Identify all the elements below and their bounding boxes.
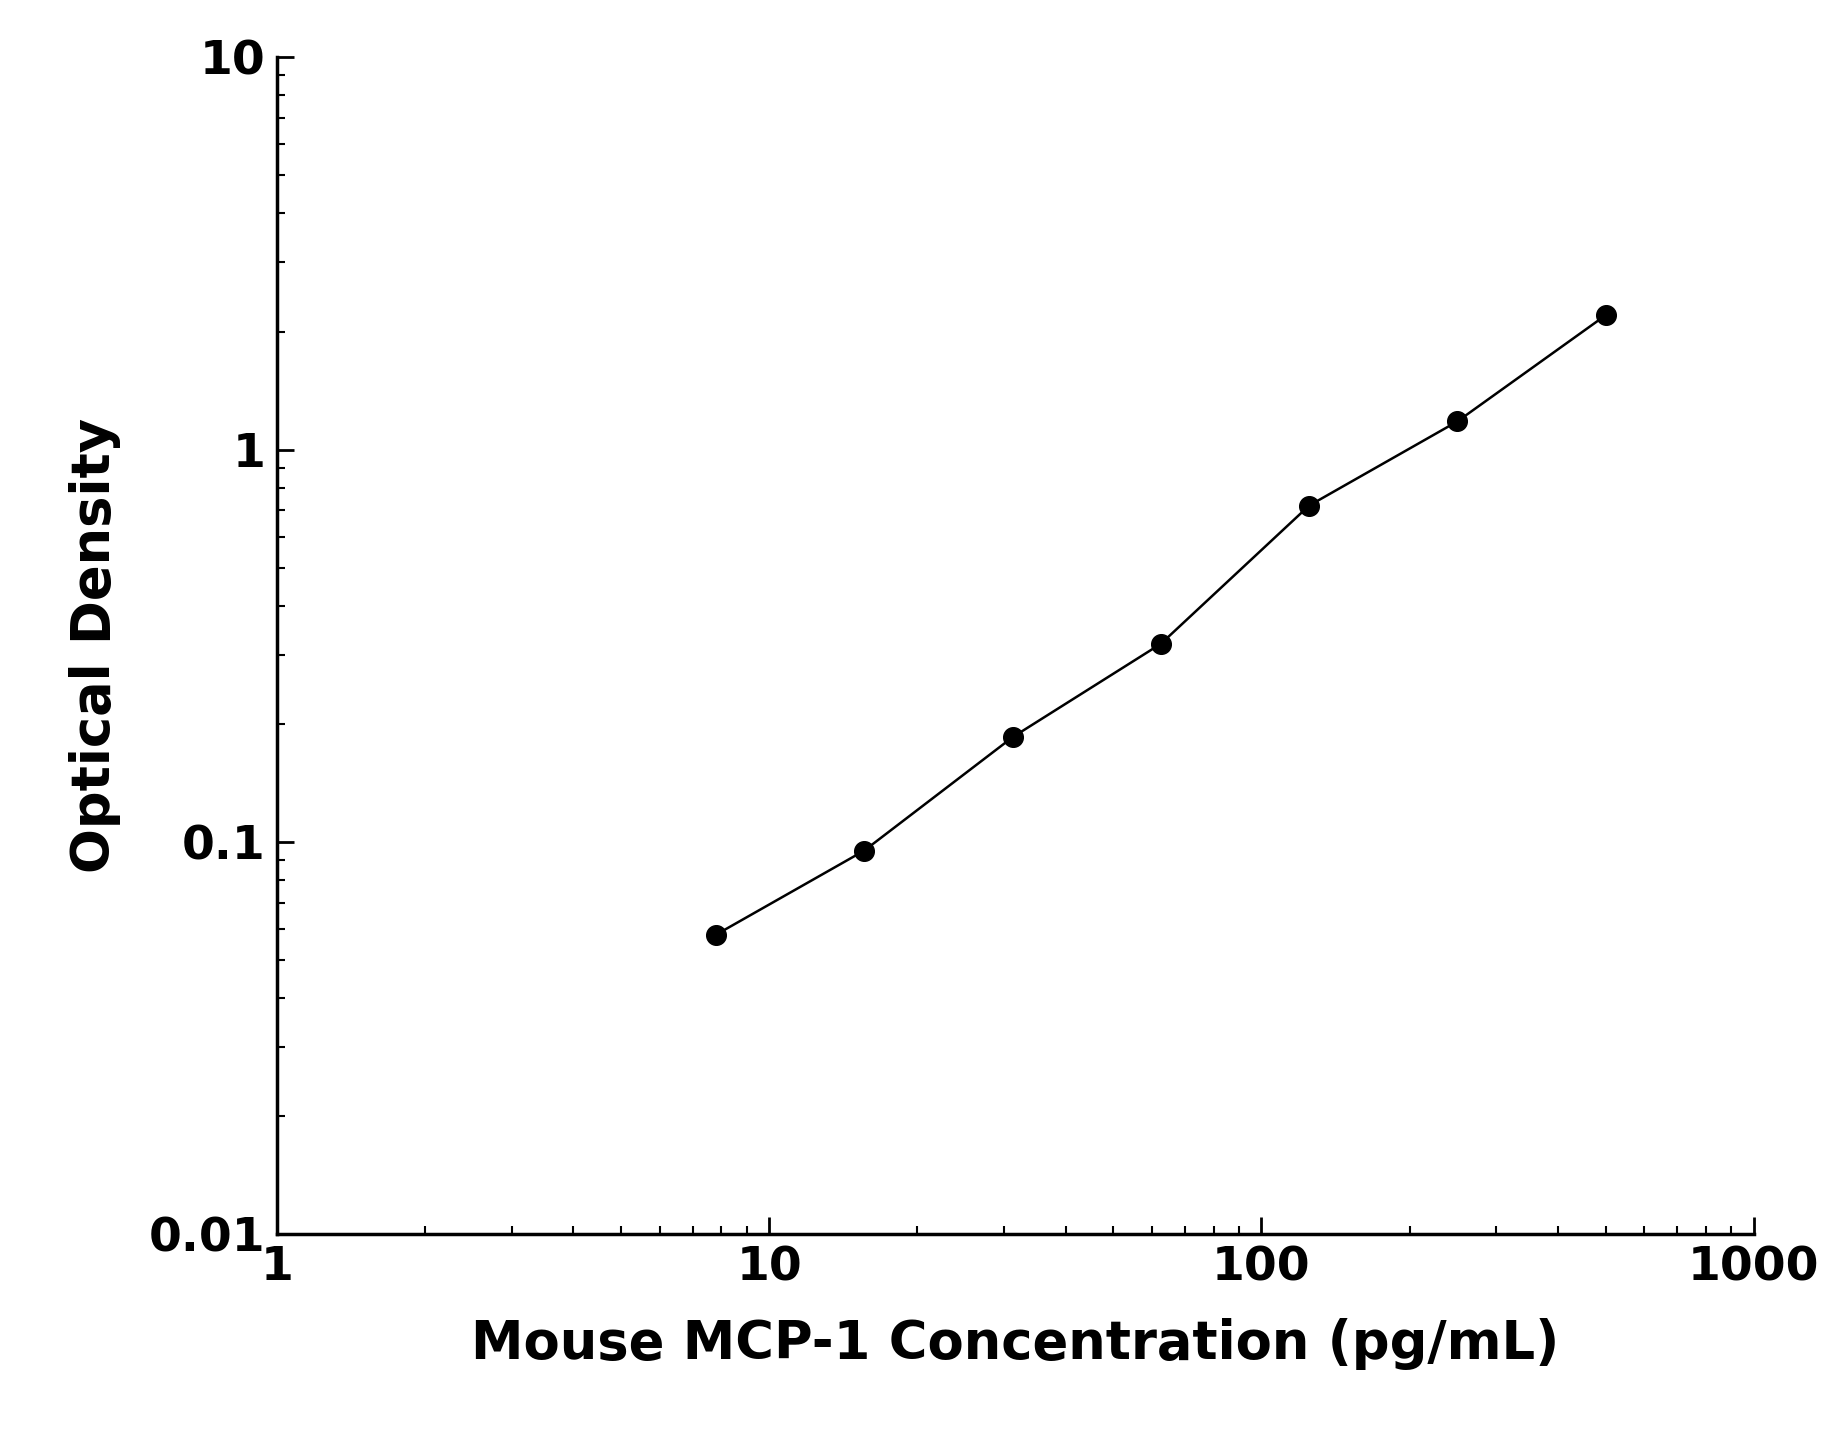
Y-axis label: Optical Density: Optical Density	[70, 418, 122, 874]
Point	[701, 923, 731, 946]
X-axis label: Mouse MCP-1 Concentration (pg/mL): Mouse MCP-1 Concentration (pg/mL)	[471, 1317, 1560, 1370]
Point	[1146, 633, 1176, 656]
Point	[999, 726, 1028, 749]
Point	[1294, 494, 1324, 517]
Point	[849, 839, 879, 862]
Point	[1591, 304, 1621, 327]
Point	[1442, 410, 1471, 433]
